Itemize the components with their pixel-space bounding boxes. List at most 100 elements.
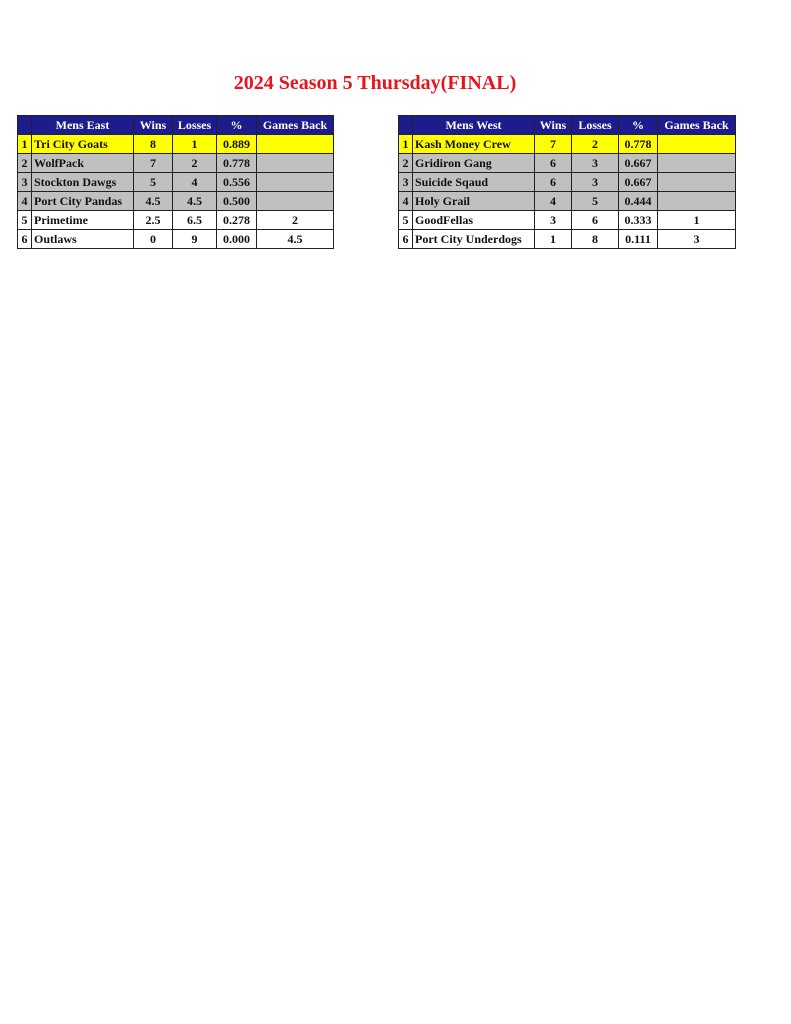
cell-losses: 4 — [172, 172, 217, 192]
cell-team: Stockton Dawgs — [31, 172, 134, 192]
cell-games-back — [657, 134, 736, 154]
column-header-rank — [398, 115, 413, 135]
cell-games-back: 3 — [657, 229, 736, 249]
cell-losses: 2 — [172, 153, 217, 173]
cell-games-back — [657, 191, 736, 211]
cell-games-back — [657, 153, 736, 173]
table-row: 3 Suicide Sqaud 6 3 0.667 — [398, 172, 736, 192]
cell-games-back — [256, 134, 334, 154]
mens-west-standings-table: Mens West Wins Losses% Games Back 1 Kash Mone… — [398, 115, 736, 249]
cell-games-back — [256, 153, 334, 173]
cell-rank: 6 — [17, 229, 32, 249]
cell-games-back: 2 — [256, 210, 334, 230]
table-row: 6 Outlaws 0 9 0.000 4.5 — [17, 229, 334, 249]
cell-team: Holy Grail — [412, 191, 535, 211]
column-header-games-back: Games Back — [256, 115, 334, 135]
cell-team: Port City Pandas — [31, 191, 134, 211]
mens-east-standings-table: Mens East Wins Losses% Games Back 1 Tri City … — [17, 115, 334, 249]
cell-pct: 0.667 — [618, 153, 658, 173]
cell-losses: 3 — [571, 172, 619, 192]
cell-rank: 1 — [398, 134, 413, 154]
cell-games-back: 4.5 — [256, 229, 334, 249]
cell-wins: 1 — [534, 229, 572, 249]
cell-team: Gridiron Gang — [412, 153, 535, 173]
cell-pct: 0.778 — [618, 134, 658, 154]
cell-team: Outlaws — [31, 229, 134, 249]
table-row: 1 Tri City Goats 8 1 0.889 — [17, 134, 334, 154]
cell-team: GoodFellas — [412, 210, 535, 230]
cell-losses: 2 — [571, 134, 619, 154]
cell-wins: 3 — [534, 210, 572, 230]
cell-team: Suicide Sqaud — [412, 172, 535, 192]
cell-losses: 5 — [571, 191, 619, 211]
cell-losses: 1 — [172, 134, 217, 154]
header-row: Mens West Wins Losses% Games Back — [398, 115, 736, 135]
cell-losses: 3 — [571, 153, 619, 173]
cell-losses: 6.5 — [172, 210, 217, 230]
cell-pct: 0.500 — [216, 191, 257, 211]
column-header-rank — [17, 115, 32, 135]
cell-rank: 3 — [17, 172, 32, 192]
column-header-team: Mens West — [412, 115, 535, 135]
column-header-wins: Wins — [133, 115, 173, 135]
cell-team: Kash Money Crew — [412, 134, 535, 154]
cell-rank: 4 — [17, 191, 32, 211]
cell-rank: 2 — [17, 153, 32, 173]
cell-wins: 7 — [133, 153, 173, 173]
table-row: 3 Stockton Dawgs 5 4 0.556 — [17, 172, 334, 192]
table-row: 5 Primetime 2.5 6.5 0.278 2 — [17, 210, 334, 230]
column-header-team: Mens East — [31, 115, 134, 135]
table-row: 4 Holy Grail 4 5 0.444 — [398, 191, 736, 211]
table-row: 4 Port City Pandas 4.5 4.5 0.500 — [17, 191, 334, 211]
header-row: Mens East Wins Losses% Games Back — [17, 115, 334, 135]
table-row: 2 Gridiron Gang 6 3 0.667 — [398, 153, 736, 173]
cell-team: Tri City Goats — [31, 134, 134, 154]
cell-pct: 0.111 — [618, 229, 658, 249]
column-header-losses: Losses — [571, 115, 619, 135]
cell-losses: 4.5 — [172, 191, 217, 211]
page-title: 2024 Season 5 Thursday(FINAL) — [233, 72, 517, 94]
cell-rank: 5 — [398, 210, 413, 230]
table-row: 1 Kash Money Crew 7 2 0.778 — [398, 134, 736, 154]
cell-wins: 2.5 — [133, 210, 173, 230]
cell-games-back — [256, 172, 334, 192]
column-header-pct: % — [216, 115, 257, 135]
cell-team: WolfPack — [31, 153, 134, 173]
cell-pct: 0.444 — [618, 191, 658, 211]
cell-losses: 8 — [571, 229, 619, 249]
table-row: 2 WolfPack 7 2 0.778 — [17, 153, 334, 173]
cell-wins: 0 — [133, 229, 173, 249]
column-header-losses: Losses — [172, 115, 217, 135]
column-header-wins: Wins — [534, 115, 572, 135]
cell-rank: 6 — [398, 229, 413, 249]
cell-games-back: 1 — [657, 210, 736, 230]
cell-wins: 4 — [534, 191, 572, 211]
cell-pct: 0.889 — [216, 134, 257, 154]
cell-pct: 0.333 — [618, 210, 658, 230]
cell-rank: 4 — [398, 191, 413, 211]
cell-pct: 0.556 — [216, 172, 257, 192]
cell-losses: 9 — [172, 229, 217, 249]
cell-team: Port City Underdogs — [412, 229, 535, 249]
cell-pct: 0.778 — [216, 153, 257, 173]
cell-wins: 4.5 — [133, 191, 173, 211]
cell-wins: 5 — [133, 172, 173, 192]
cell-wins: 6 — [534, 153, 572, 173]
column-header-games-back: Games Back — [657, 115, 736, 135]
cell-pct: 0.278 — [216, 210, 257, 230]
cell-pct: 0.000 — [216, 229, 257, 249]
cell-team: Primetime — [31, 210, 134, 230]
cell-rank: 3 — [398, 172, 413, 192]
cell-wins: 6 — [534, 172, 572, 192]
cell-rank: 2 — [398, 153, 413, 173]
cell-rank: 5 — [17, 210, 32, 230]
column-header-pct: % — [618, 115, 658, 135]
cell-games-back — [256, 191, 334, 211]
cell-wins: 7 — [534, 134, 572, 154]
cell-rank: 1 — [17, 134, 32, 154]
table-row: 6 Port City Underdogs 1 8 0.111 3 — [398, 229, 736, 249]
cell-games-back — [657, 172, 736, 192]
table-row: 5 GoodFellas 3 6 0.333 1 — [398, 210, 736, 230]
cell-wins: 8 — [133, 134, 173, 154]
cell-pct: 0.667 — [618, 172, 658, 192]
